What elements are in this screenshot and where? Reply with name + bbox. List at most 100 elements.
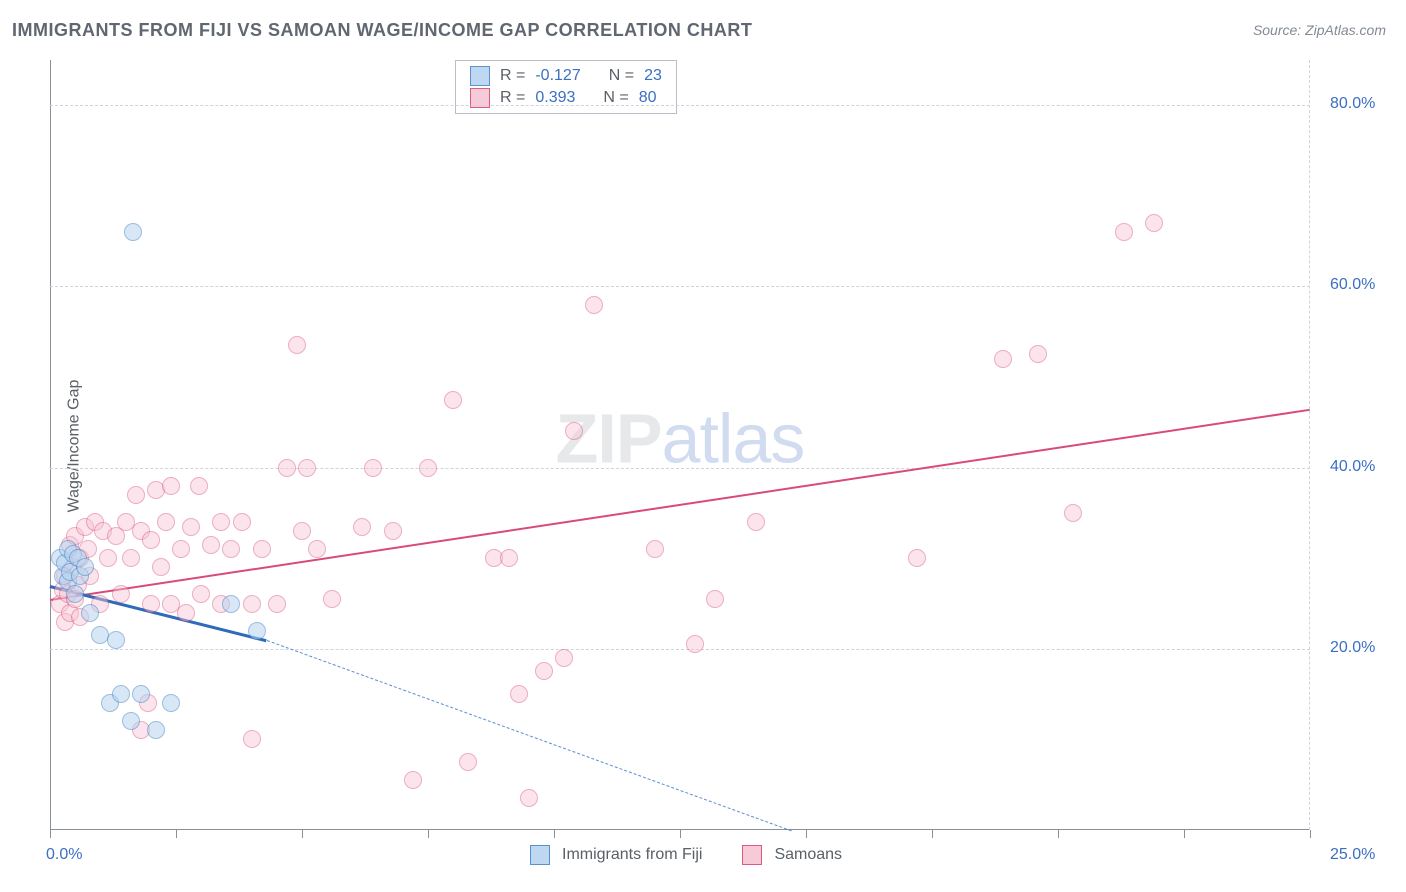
data-point-samoans xyxy=(243,595,261,613)
xtick xyxy=(176,830,177,838)
data-point-fiji xyxy=(76,558,94,576)
data-point-fiji xyxy=(222,595,240,613)
xtick xyxy=(680,830,681,838)
data-point-samoans xyxy=(555,649,573,667)
data-point-samoans xyxy=(535,662,553,680)
data-point-samoans xyxy=(444,391,462,409)
data-point-samoans xyxy=(288,336,306,354)
data-point-samoans xyxy=(243,730,261,748)
corr-row-fiji: R = -0.127 N = 23 xyxy=(456,65,676,87)
data-point-samoans xyxy=(510,685,528,703)
legend: Immigrants from FijiSamoans xyxy=(530,845,870,865)
xtick xyxy=(428,830,429,838)
xtick xyxy=(1310,830,1311,838)
ytick-label: 60.0% xyxy=(1330,276,1375,294)
data-point-fiji xyxy=(124,223,142,241)
data-point-fiji xyxy=(81,604,99,622)
data-point-fiji xyxy=(248,622,266,640)
data-point-samoans xyxy=(157,513,175,531)
data-point-samoans xyxy=(1064,504,1082,522)
data-point-samoans xyxy=(233,513,251,531)
xtick xyxy=(932,830,933,838)
data-point-samoans xyxy=(112,585,130,603)
data-point-samoans xyxy=(353,518,371,536)
data-point-samoans xyxy=(459,753,477,771)
gridline-h xyxy=(50,649,1310,650)
corr-r-label: R = xyxy=(500,67,525,85)
data-point-samoans xyxy=(253,540,271,558)
corr-r-value: -0.127 xyxy=(535,67,580,85)
data-point-samoans xyxy=(182,518,200,536)
data-point-fiji xyxy=(147,721,165,739)
chart-title: IMMIGRANTS FROM FIJI VS SAMOAN WAGE/INCO… xyxy=(12,20,752,41)
data-point-fiji xyxy=(66,585,84,603)
data-point-samoans xyxy=(99,549,117,567)
plot-area: ZIPatlas R =-0.127N =23R =0.393N =80 20.… xyxy=(50,60,1310,830)
corr-n-label: N = xyxy=(609,67,634,85)
data-point-samoans xyxy=(994,350,1012,368)
y-axis xyxy=(50,60,51,830)
xtick-label: 25.0% xyxy=(1330,846,1375,864)
data-point-samoans xyxy=(1145,214,1163,232)
xtick xyxy=(302,830,303,838)
data-point-samoans xyxy=(172,540,190,558)
data-point-samoans xyxy=(192,585,210,603)
legend-swatch xyxy=(530,845,550,865)
xtick xyxy=(554,830,555,838)
data-point-fiji xyxy=(107,631,125,649)
data-point-samoans xyxy=(190,477,208,495)
data-point-samoans xyxy=(706,590,724,608)
data-point-samoans xyxy=(162,477,180,495)
data-point-samoans xyxy=(404,771,422,789)
gridline-h xyxy=(50,105,1310,106)
data-point-samoans xyxy=(127,486,145,504)
data-point-samoans xyxy=(364,459,382,477)
data-point-samoans xyxy=(212,513,230,531)
xtick-label: 0.0% xyxy=(46,846,82,864)
data-point-samoans xyxy=(278,459,296,477)
data-point-samoans xyxy=(142,531,160,549)
data-point-samoans xyxy=(686,635,704,653)
data-point-samoans xyxy=(520,789,538,807)
xtick xyxy=(1184,830,1185,838)
data-point-fiji xyxy=(122,712,140,730)
data-point-samoans xyxy=(908,549,926,567)
data-point-samoans xyxy=(293,522,311,540)
legend-label: Samoans xyxy=(774,846,842,864)
data-point-samoans xyxy=(152,558,170,576)
data-point-samoans xyxy=(585,296,603,314)
data-point-samoans xyxy=(222,540,240,558)
data-point-samoans xyxy=(646,540,664,558)
data-point-fiji xyxy=(112,685,130,703)
data-point-samoans xyxy=(747,513,765,531)
gridline-h xyxy=(50,286,1310,287)
plot-right-edge xyxy=(1309,60,1310,830)
data-point-samoans xyxy=(1029,345,1047,363)
data-point-samoans xyxy=(323,590,341,608)
watermark: ZIPatlas xyxy=(556,399,805,479)
source-label: Source: ZipAtlas.com xyxy=(1253,22,1386,38)
xtick xyxy=(806,830,807,838)
data-point-samoans xyxy=(142,595,160,613)
data-point-samoans xyxy=(565,422,583,440)
data-point-fiji xyxy=(132,685,150,703)
xtick xyxy=(1058,830,1059,838)
data-point-samoans xyxy=(268,595,286,613)
legend-swatch xyxy=(742,845,762,865)
data-point-fiji xyxy=(162,694,180,712)
ytick-label: 20.0% xyxy=(1330,639,1375,657)
data-point-samoans xyxy=(202,536,220,554)
data-point-samoans xyxy=(500,549,518,567)
trend-line xyxy=(50,409,1310,601)
corr-swatch xyxy=(470,66,490,86)
data-point-samoans xyxy=(308,540,326,558)
data-point-samoans xyxy=(419,459,437,477)
ytick-label: 40.0% xyxy=(1330,458,1375,476)
data-point-samoans xyxy=(298,459,316,477)
data-point-samoans xyxy=(1115,223,1133,241)
data-point-samoans xyxy=(384,522,402,540)
data-point-samoans xyxy=(122,549,140,567)
xtick xyxy=(50,830,51,838)
ytick-label: 80.0% xyxy=(1330,95,1375,113)
corr-n-value: 23 xyxy=(644,67,662,85)
